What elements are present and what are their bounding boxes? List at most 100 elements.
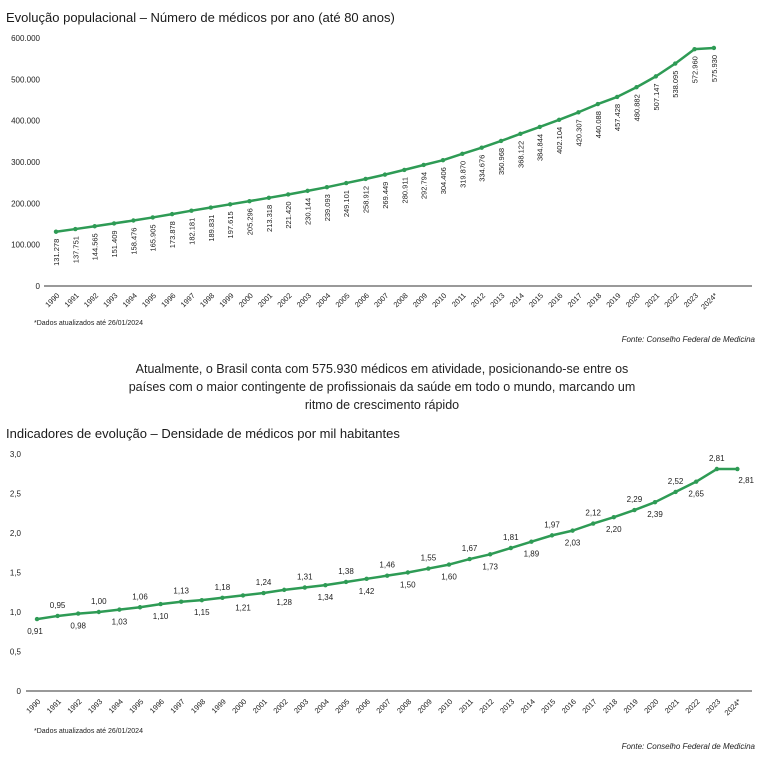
- chart2-point: [96, 609, 102, 615]
- chart2-point: [343, 579, 349, 585]
- chart1-data-label: 269.449: [381, 182, 390, 209]
- chart2-data-label: 2,03: [565, 539, 581, 548]
- chart1-data-label: 189.831: [207, 215, 216, 242]
- chart1-y-tick-label: 100.000: [11, 241, 40, 250]
- chart2-x-tick-label: 2017: [580, 697, 598, 715]
- chart1-y-tick-label: 600.000: [11, 34, 40, 43]
- chart1-data-label: 137.751: [71, 236, 80, 263]
- chart2-x-tick-label: 2005: [333, 697, 351, 715]
- chart1-point: [150, 215, 155, 220]
- chart1-point: [537, 124, 542, 130]
- chart1-point: [382, 172, 388, 177]
- chart2-x-tick-label: 2006: [354, 697, 372, 715]
- chart1-y-tick-label: 300.000: [11, 158, 40, 167]
- chart2-data-label: 1,31: [297, 573, 313, 582]
- chart2-x-tick-label: 1998: [189, 697, 207, 715]
- chart1-y-tick-label: 400.000: [11, 117, 40, 126]
- chart1-point: [247, 198, 252, 204]
- chart2-data-label: 1,89: [524, 550, 540, 559]
- chart2-point: [652, 499, 658, 505]
- chart1-data-label: 165.905: [149, 224, 158, 251]
- chart2-x-tick-label: 1997: [168, 697, 186, 715]
- chart1-data-label: 173.878: [168, 221, 177, 248]
- chart1-data-label: 239.093: [323, 194, 332, 221]
- chart2-x-tick-label: 1996: [148, 697, 166, 715]
- chart2-point: [158, 601, 163, 607]
- chart1-data-label: 230.144: [304, 198, 313, 225]
- chart2-data-label: 1,97: [544, 520, 560, 529]
- chart2-y-tick-label: 1,5: [10, 569, 22, 578]
- chart1-point: [673, 61, 678, 66]
- chart2-point: [508, 545, 513, 551]
- chart2-data-label: 1,60: [441, 573, 457, 582]
- chart2-point: [488, 552, 493, 557]
- chart1-point: [169, 211, 175, 217]
- chart1-data-label: 221.420: [284, 201, 293, 228]
- chart1-point: [363, 176, 368, 182]
- chart2-point: [405, 570, 410, 575]
- chart2-data-label: 2,20: [606, 525, 622, 534]
- chart2-data-label: 1,67: [462, 544, 478, 553]
- chart1-point: [286, 192, 291, 197]
- chart1-point: [692, 46, 697, 52]
- chart2-point: [302, 585, 307, 590]
- chart2-point: [735, 466, 740, 472]
- chart1-data-label: 249.101: [342, 190, 351, 217]
- chart2-x-tick-label: 2024*: [723, 697, 743, 717]
- chart2-x-tick-label: 1993: [86, 697, 104, 715]
- chart2-x-tick-label: 2010: [436, 697, 454, 715]
- chart2-y-tick-label: 0: [17, 687, 22, 696]
- chart2-x-tick-label: 2013: [498, 697, 516, 715]
- chart1-data-label: 144.565: [91, 233, 100, 260]
- chart1-data-label: 368.122: [516, 141, 525, 168]
- chart2-data-label: 1,42: [359, 587, 375, 596]
- chart2-x-tick-label: 2009: [416, 697, 434, 715]
- chart2-point: [385, 573, 390, 578]
- chart2-point: [467, 556, 472, 562]
- chart2-data-label: 1,38: [338, 567, 354, 576]
- chart2-data-label: 1,06: [132, 592, 148, 601]
- density-chart: 0 0,5 1,0 1,5 2,0 2,5 3,0 0,91 0,95 0,98 1,00 1,03 1…: [10, 450, 755, 717]
- chart1-point: [460, 151, 465, 156]
- chart1-point: [711, 45, 717, 51]
- chart1-point: [53, 229, 59, 234]
- chart2-x-tick-label: 2003: [292, 697, 310, 715]
- chart1-data-label: 151.409: [110, 230, 119, 257]
- chart1-data-label: 319.870: [458, 161, 467, 188]
- chart2-source: Fonte: Conselho Federal de Medicina: [621, 742, 755, 751]
- chart2-data-label: 1,24: [256, 578, 272, 587]
- chart2-x-tick-label: 1991: [45, 697, 63, 715]
- chart2-x-tick-label: 2020: [642, 697, 660, 715]
- summary-text: Atualmente, o Brasil conta com 575.930 m…: [128, 362, 636, 412]
- chart2-data-label: 1,50: [400, 581, 416, 590]
- chart2-x-tick-label: 2002: [271, 697, 289, 715]
- chart1-point: [266, 195, 272, 201]
- chart2-point: [694, 479, 699, 484]
- chart1-point: [556, 117, 562, 122]
- chart1-data-label: 402.104: [555, 127, 564, 154]
- chart1-data-label: 280.911: [400, 177, 409, 204]
- chart2-data-label: 2,39: [647, 510, 663, 519]
- chart2-data-label: 1,81: [503, 533, 519, 542]
- chart1-point: [518, 131, 523, 137]
- chart2-x-tick-label: 1994: [107, 697, 125, 715]
- chart2-point: [282, 587, 287, 593]
- chart2-y-tick-label: 1,0: [10, 608, 22, 617]
- chart2-data-label: 2,12: [585, 509, 601, 518]
- chart1-data-label: 384.844: [536, 134, 545, 161]
- chart2-point: [323, 582, 328, 588]
- chart1-point: [595, 101, 600, 107]
- chart2-point: [611, 515, 616, 520]
- chart1-data-label: 440.088: [594, 111, 603, 138]
- chart1-data-label: 182.181: [187, 218, 196, 245]
- chart1-data-label: 538.095: [671, 71, 680, 98]
- chart1-point: [479, 145, 484, 150]
- chart1-data-label: 197.615: [226, 211, 235, 238]
- chart1-point: [634, 85, 639, 90]
- chart1-point: [131, 218, 136, 223]
- chart1-point: [421, 162, 426, 168]
- chart2-note: *Dados atualizados até 26/01/2024: [34, 728, 143, 735]
- chart1-point: [208, 205, 213, 210]
- chart2-point: [199, 597, 204, 603]
- chart1-data-label: 420.307: [574, 119, 583, 146]
